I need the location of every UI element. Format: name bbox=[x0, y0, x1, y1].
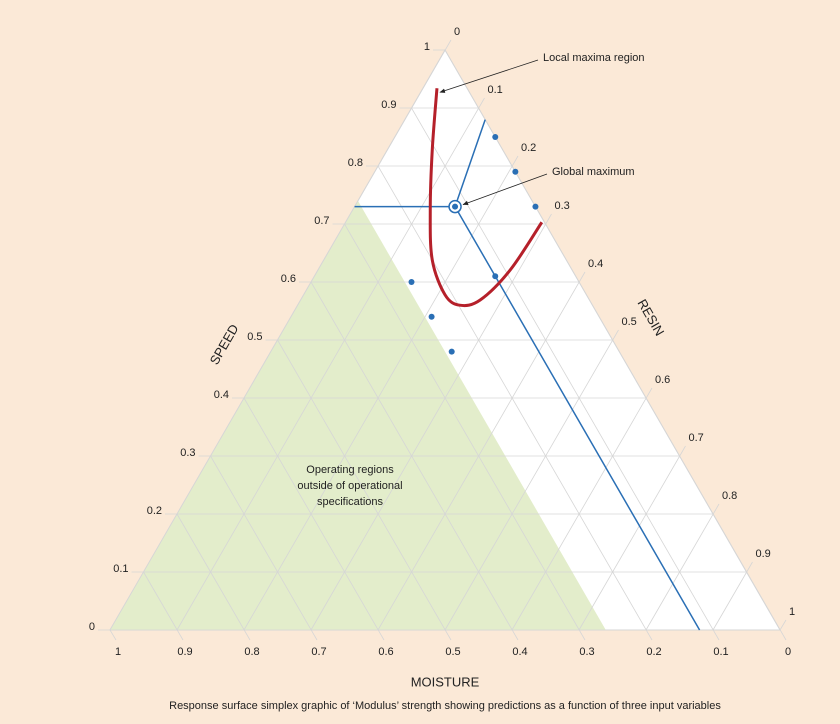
moisture-tick-label: 0 bbox=[785, 646, 791, 658]
grid-line bbox=[109, 629, 117, 641]
resin-tick-label: 0.8 bbox=[722, 490, 737, 502]
grid-line bbox=[243, 397, 385, 641]
shaded-label: specifications bbox=[317, 496, 384, 508]
resin-tick-label: 1 bbox=[789, 606, 795, 618]
grid-line bbox=[109, 39, 452, 631]
design-point bbox=[492, 134, 499, 140]
resin-tick-label: 0.9 bbox=[756, 548, 771, 560]
moisture-tick-label: 0.3 bbox=[579, 646, 594, 658]
local-maxima-label: Local maxima region bbox=[543, 52, 645, 64]
shaded-label: outside of operational bbox=[297, 480, 402, 492]
speed-tick-label: 0.9 bbox=[381, 99, 396, 111]
grid-line bbox=[578, 445, 686, 631]
moisture-tick-label: 0.7 bbox=[311, 646, 326, 658]
design-point bbox=[512, 168, 519, 175]
resin-tick-label: 0.4 bbox=[588, 258, 603, 270]
speed-tick-label: 0.5 bbox=[247, 331, 262, 343]
grid-line bbox=[243, 155, 519, 631]
annotation-arrow bbox=[462, 173, 548, 205]
grid-line bbox=[310, 281, 519, 641]
grid-line bbox=[779, 619, 787, 631]
resin-tick-label: 0.7 bbox=[689, 432, 704, 444]
speed-tick-label: 0 bbox=[89, 621, 95, 633]
grid-line bbox=[176, 97, 485, 631]
speed-tick-label: 0.4 bbox=[214, 389, 229, 401]
resin-tick-label: 0.3 bbox=[555, 200, 570, 212]
design-point bbox=[408, 279, 415, 285]
local-maxima-curve bbox=[428, 88, 544, 308]
resin-tick-label: 0 bbox=[454, 26, 460, 38]
design-point bbox=[448, 348, 455, 355]
moisture-tick-label: 1 bbox=[115, 646, 121, 658]
speed-tick-label: 0.1 bbox=[113, 563, 128, 575]
speed-tick-label: 0.7 bbox=[314, 215, 329, 227]
grid-line bbox=[444, 49, 787, 641]
moisture-tick-label: 0.5 bbox=[445, 646, 460, 658]
grid-line bbox=[143, 571, 184, 641]
moisture-tick-label: 0.4 bbox=[512, 646, 527, 658]
grid-line bbox=[511, 387, 653, 631]
grid-line bbox=[411, 107, 720, 641]
grid-line bbox=[712, 561, 753, 631]
moisture-tick-label: 0.1 bbox=[713, 646, 728, 658]
caption: Response surface simplex graphic of ‘Mod… bbox=[169, 700, 721, 712]
annotation-arrow bbox=[439, 59, 539, 93]
resin-tick-label: 0.1 bbox=[488, 84, 503, 96]
moisture-tick-label: 0.8 bbox=[244, 646, 259, 658]
speed-tick-label: 0.6 bbox=[281, 273, 296, 285]
design-point bbox=[532, 203, 539, 210]
grid-line bbox=[277, 339, 452, 641]
speed-tick-label: 1 bbox=[424, 41, 430, 53]
moisture-tick-label: 0.9 bbox=[177, 646, 192, 658]
global-maximum bbox=[452, 203, 459, 210]
grid-line bbox=[310, 213, 552, 631]
design-point bbox=[492, 273, 499, 280]
moisture-axis-title: MOISTURE bbox=[411, 674, 480, 689]
moisture-tick-label: 0.2 bbox=[646, 646, 661, 658]
grid-line bbox=[344, 223, 586, 641]
projection-line bbox=[454, 119, 486, 207]
shaded-label: Operating regions bbox=[306, 464, 394, 476]
speed-tick-label: 0.2 bbox=[147, 505, 162, 517]
resin-tick-label: 0.6 bbox=[655, 374, 670, 386]
global-maximum-label: Global maximum bbox=[552, 166, 635, 178]
design-point bbox=[428, 313, 435, 320]
moisture-tick-label: 0.6 bbox=[378, 646, 393, 658]
grid-line bbox=[444, 329, 619, 631]
grid-line bbox=[210, 455, 318, 641]
grid-line bbox=[377, 271, 586, 631]
resin-tick-label: 0.5 bbox=[622, 316, 637, 328]
grid-line bbox=[176, 513, 251, 641]
shaded-region bbox=[110, 200, 606, 631]
resin-tick-label: 0.2 bbox=[521, 142, 536, 154]
speed-tick-label: 0.3 bbox=[180, 447, 195, 459]
speed-tick-label: 0.8 bbox=[348, 157, 363, 169]
grid-line bbox=[377, 165, 653, 641]
grid-line bbox=[645, 503, 720, 631]
